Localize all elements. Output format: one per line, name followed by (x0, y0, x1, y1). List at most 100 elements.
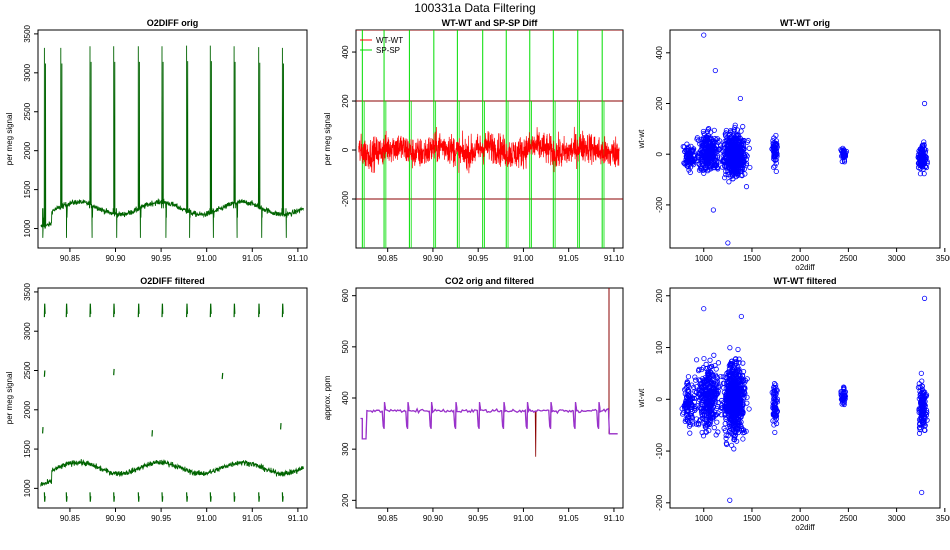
y-tick-label: 3000 (23, 63, 32, 81)
scatter-point (841, 386, 847, 393)
scatter-point (712, 164, 718, 171)
scatter-point (722, 175, 728, 181)
y-axis-label: approx. ppm (323, 375, 332, 420)
scatter-point (770, 418, 776, 424)
x-tick-label: 2000 (791, 254, 809, 263)
scatter-point (704, 386, 710, 392)
scatter-point (693, 421, 700, 427)
scatter-point (738, 386, 745, 392)
scatter-point (700, 128, 707, 135)
scatter-point (726, 392, 732, 398)
y-tick-label: 3500 (23, 282, 32, 300)
scatter-point (771, 390, 777, 396)
scatter-point (733, 143, 739, 149)
scatter-point (690, 421, 696, 427)
scatter-point (746, 406, 752, 412)
scatter-point (729, 172, 735, 178)
filtered-bottom-mark (186, 492, 188, 502)
scatter-point (920, 407, 926, 413)
scatter-point (741, 394, 747, 400)
scatter-point (740, 436, 746, 442)
plot-frame (37, 29, 308, 249)
scatter-point (710, 207, 716, 213)
scatter-point (726, 415, 733, 422)
co2-orig-line (360, 402, 618, 440)
panel-p1: O2DIFF orig 90.85 90.90 90.95 91.00 91.05 91.1… (5, 18, 308, 263)
scatter-point (687, 400, 694, 406)
scatter-point (918, 156, 924, 162)
plot-frame (355, 287, 624, 509)
scatter-point (718, 145, 724, 151)
scatter-point (711, 352, 717, 358)
scatter-point (700, 140, 706, 146)
filtered-bottom-mark (209, 492, 212, 502)
y-tick-label: 200 (655, 96, 664, 110)
scatter-point (708, 363, 714, 370)
scatter-point (773, 132, 779, 139)
scatter-point (697, 418, 703, 424)
scatter-point (693, 377, 699, 383)
y-tick-label: 1000 (23, 479, 32, 497)
scatter-point (703, 361, 709, 367)
scatter-point (714, 159, 720, 166)
scatter-point (698, 399, 705, 405)
scatter-point (683, 405, 689, 411)
scatter-point (710, 377, 716, 383)
y-tick-label: 2500 (23, 361, 32, 379)
scatter-point (691, 384, 697, 390)
scatter-point (922, 163, 928, 170)
scatter-point (706, 402, 712, 408)
x-tick-label: 3000 (888, 514, 906, 523)
scatter-point (682, 148, 688, 155)
scatter-point (710, 142, 717, 149)
scatter-point (732, 122, 738, 128)
scatter-point (770, 405, 776, 411)
filtered-top-mark (186, 303, 188, 318)
x-tick-label: 90.90 (105, 254, 126, 263)
scatter-point (919, 489, 925, 496)
scatter-point (736, 359, 742, 366)
scatter-point (701, 306, 707, 312)
scatter-point (774, 399, 781, 405)
scatter-point (704, 370, 711, 376)
o2diff-filtered-line (40, 459, 304, 487)
scatter-point (701, 32, 707, 38)
scatter-point (697, 405, 703, 411)
x-tick-label: 91.05 (242, 254, 263, 263)
x-tick-label: 91.05 (559, 254, 580, 263)
x-tick-label: 91.10 (288, 514, 309, 523)
scatter-point (733, 356, 739, 362)
x-tick-label: 1000 (695, 514, 713, 523)
scatter-point (684, 417, 690, 423)
scatter-point (738, 128, 744, 134)
scatter-point (734, 159, 740, 165)
x-tick-label: 91.00 (513, 254, 534, 263)
plot-area (680, 32, 930, 246)
filtered-bottom-mark (233, 492, 236, 502)
scatter-point (723, 400, 730, 407)
scatter-point (917, 171, 924, 177)
filtered-bottom-mark (43, 492, 46, 502)
scatter-point (739, 401, 746, 407)
scatter-point (705, 140, 711, 146)
scatter-point (701, 355, 707, 362)
scatter-point (740, 360, 746, 366)
scatter-point (727, 391, 734, 397)
scatter-point (726, 133, 732, 139)
scatter-point (729, 150, 736, 156)
scatter-point (915, 384, 922, 391)
scatter-point (701, 154, 707, 160)
scatter-point (734, 127, 741, 133)
scatter-point (703, 429, 709, 435)
scatter-point (921, 171, 927, 177)
scatter-point (710, 151, 716, 157)
scatter-point (771, 164, 777, 170)
scatter-point (733, 389, 740, 395)
scatter-point (713, 366, 719, 372)
scatter-point (696, 161, 702, 167)
scatter-point (742, 171, 748, 177)
x-tick-label: 91.10 (604, 254, 625, 263)
panel-title: O2DIFF orig (147, 18, 199, 28)
y-axis-label: per meg signal (5, 113, 14, 166)
y-tick-label: 0 (341, 147, 350, 152)
